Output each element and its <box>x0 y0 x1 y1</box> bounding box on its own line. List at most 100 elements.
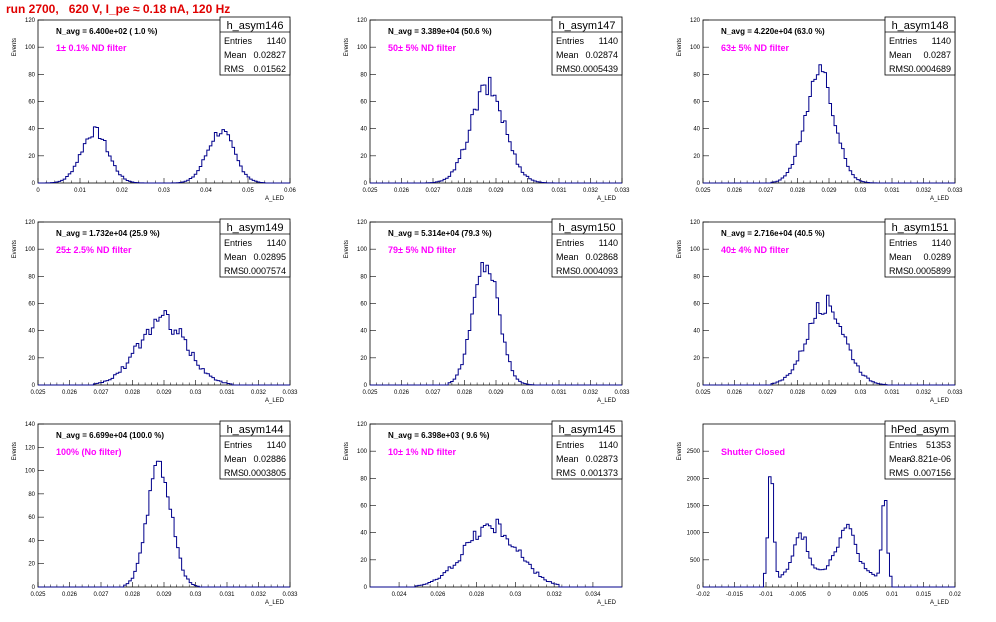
stats-box <box>219 218 291 278</box>
stat-value: 0.0007574 <box>243 266 286 276</box>
stat-label: RMS <box>224 468 244 478</box>
x-tick-label: 0.025 <box>30 390 46 396</box>
y-tick-label: 1000 <box>687 531 701 537</box>
x-tick-label: 0.02 <box>949 592 961 598</box>
filter-label: 63± 5% ND filter <box>721 43 789 53</box>
y-axis-title: Events <box>344 442 350 460</box>
stat-value: 1140 <box>599 238 618 248</box>
x-tick-label: 0.027 <box>93 390 109 396</box>
stats-box <box>551 16 623 76</box>
x-tick-label: 0.028 <box>469 592 485 598</box>
y-tick-label: 60 <box>360 302 367 308</box>
x-tick-label: 0.03 <box>158 188 170 194</box>
y-tick-label: 0 <box>364 383 368 389</box>
y-tick-label: 60 <box>360 504 367 510</box>
histogram-line <box>38 460 290 588</box>
stat-value: 1140 <box>267 440 286 450</box>
stat-label: Mean <box>224 454 247 464</box>
stat-label: Mean <box>224 50 247 60</box>
navg-label: N_avg = 1.732e+04 (25.9 %) <box>56 229 160 238</box>
y-tick-label: 100 <box>25 45 36 51</box>
h_asym151-panel: 0.025 0.026 0.027 0.028 0.029 0.03 0.031 0.032 0… <box>677 218 963 404</box>
y-tick-label: 100 <box>357 45 368 51</box>
y-tick-label: 0 <box>697 585 701 591</box>
stat-label: Mean <box>224 252 247 262</box>
stat-value: 0.01562 <box>253 64 286 74</box>
stat-value: 0.001373 <box>580 468 618 478</box>
y-tick-label: 120 <box>690 18 701 24</box>
filter-label: 25± 2.5% ND filter <box>56 245 132 255</box>
y-axis-title: Events <box>344 240 350 258</box>
stat-value: 0.02868 <box>585 252 618 262</box>
x-axis-title: A_LED <box>597 398 617 404</box>
stat-label: Mean <box>889 454 912 464</box>
y-tick-label: 120 <box>25 445 36 451</box>
stat-value: 0.007156 <box>913 468 951 478</box>
navg-label: N_avg = 5.314e+04 (79.3 %) <box>388 229 492 238</box>
h_asym147-panel: 0.025 0.026 0.027 0.028 0.029 0.03 0.031 0.032 0… <box>344 16 630 202</box>
x-tick-label: 0.031 <box>884 390 900 396</box>
histogram-line <box>38 126 290 184</box>
y-tick-label: 2000 <box>687 476 701 482</box>
x-tick-label: 0.033 <box>614 188 630 194</box>
x-tick-label: 0.029 <box>156 592 172 598</box>
y-tick-label: 0 <box>364 181 368 187</box>
y-tick-label: 80 <box>693 274 700 280</box>
y-tick-label: 2500 <box>687 449 701 455</box>
stat-value: 0.0005899 <box>908 266 951 276</box>
x-axis-title: A_LED <box>597 196 617 202</box>
x-tick-label: 0.04 <box>200 188 212 194</box>
x-tick-label: 0.005 <box>853 592 869 598</box>
y-tick-label: 80 <box>360 72 367 78</box>
histogram-line <box>703 476 955 588</box>
y-tick-label: 40 <box>28 329 35 335</box>
x-tick-label: 0.03 <box>855 390 867 396</box>
stat-label: RMS <box>556 64 576 74</box>
y-axis-title: Events <box>677 240 683 258</box>
x-tick-label: 0.033 <box>947 390 963 396</box>
y-tick-label: 20 <box>360 154 367 160</box>
stat-value: 0.0289 <box>923 252 951 262</box>
navg-label: N_avg = 3.389e+04 (50.6 %) <box>388 27 492 36</box>
stat-label: RMS <box>889 266 909 276</box>
stat-label: Mean <box>556 454 579 464</box>
x-tick-label: 0.032 <box>251 592 267 598</box>
y-tick-label: 1500 <box>687 504 701 510</box>
stat-value: 0.02874 <box>585 50 618 60</box>
histogram-line <box>370 76 622 184</box>
filter-label: 1± 0.1% ND filter <box>56 43 127 53</box>
filter-label: 40± 4% ND filter <box>721 245 789 255</box>
x-tick-label: 0.025 <box>695 390 711 396</box>
x-tick-label: 0.015 <box>916 592 932 598</box>
y-tick-label: 40 <box>693 329 700 335</box>
x-tick-label: 0.026 <box>394 188 410 194</box>
x-tick-label: 0.033 <box>947 188 963 194</box>
x-tick-label: 0.031 <box>884 188 900 194</box>
stat-label: Entries <box>556 238 585 248</box>
histogram-line <box>370 261 622 386</box>
x-tick-label: 0.029 <box>156 390 172 396</box>
y-tick-label: 80 <box>693 72 700 78</box>
stat-value: 1140 <box>267 36 286 46</box>
stat-label: RMS <box>556 468 576 478</box>
navg-label: N_avg = 4.220e+04 (63.0 %) <box>721 27 825 36</box>
stat-label: Mean <box>556 50 579 60</box>
y-tick-label: 120 <box>357 18 368 24</box>
x-tick-label: 0.05 <box>242 188 254 194</box>
x-tick-label: 0.028 <box>125 592 141 598</box>
x-axis-title: A_LED <box>930 600 950 606</box>
y-tick-label: 100 <box>25 469 36 475</box>
x-tick-label: 0.026 <box>62 592 78 598</box>
stats-box <box>884 16 956 76</box>
x-tick-label: 0.028 <box>457 188 473 194</box>
h_asym150-panel: 0.025 0.026 0.027 0.028 0.029 0.03 0.031 0.032 0… <box>344 218 630 404</box>
x-tick-label: 0.033 <box>282 592 298 598</box>
histogram-line <box>703 294 955 386</box>
navg-label: N_avg = 6.699e+04 (100.0 %) <box>56 431 164 440</box>
histogram-name: hPed_asym <box>891 424 949 436</box>
x-tick-label: -0.01 <box>759 592 773 598</box>
y-tick-label: 20 <box>28 562 35 568</box>
y-tick-label: 80 <box>28 274 35 280</box>
x-tick-label: 0.032 <box>916 188 932 194</box>
